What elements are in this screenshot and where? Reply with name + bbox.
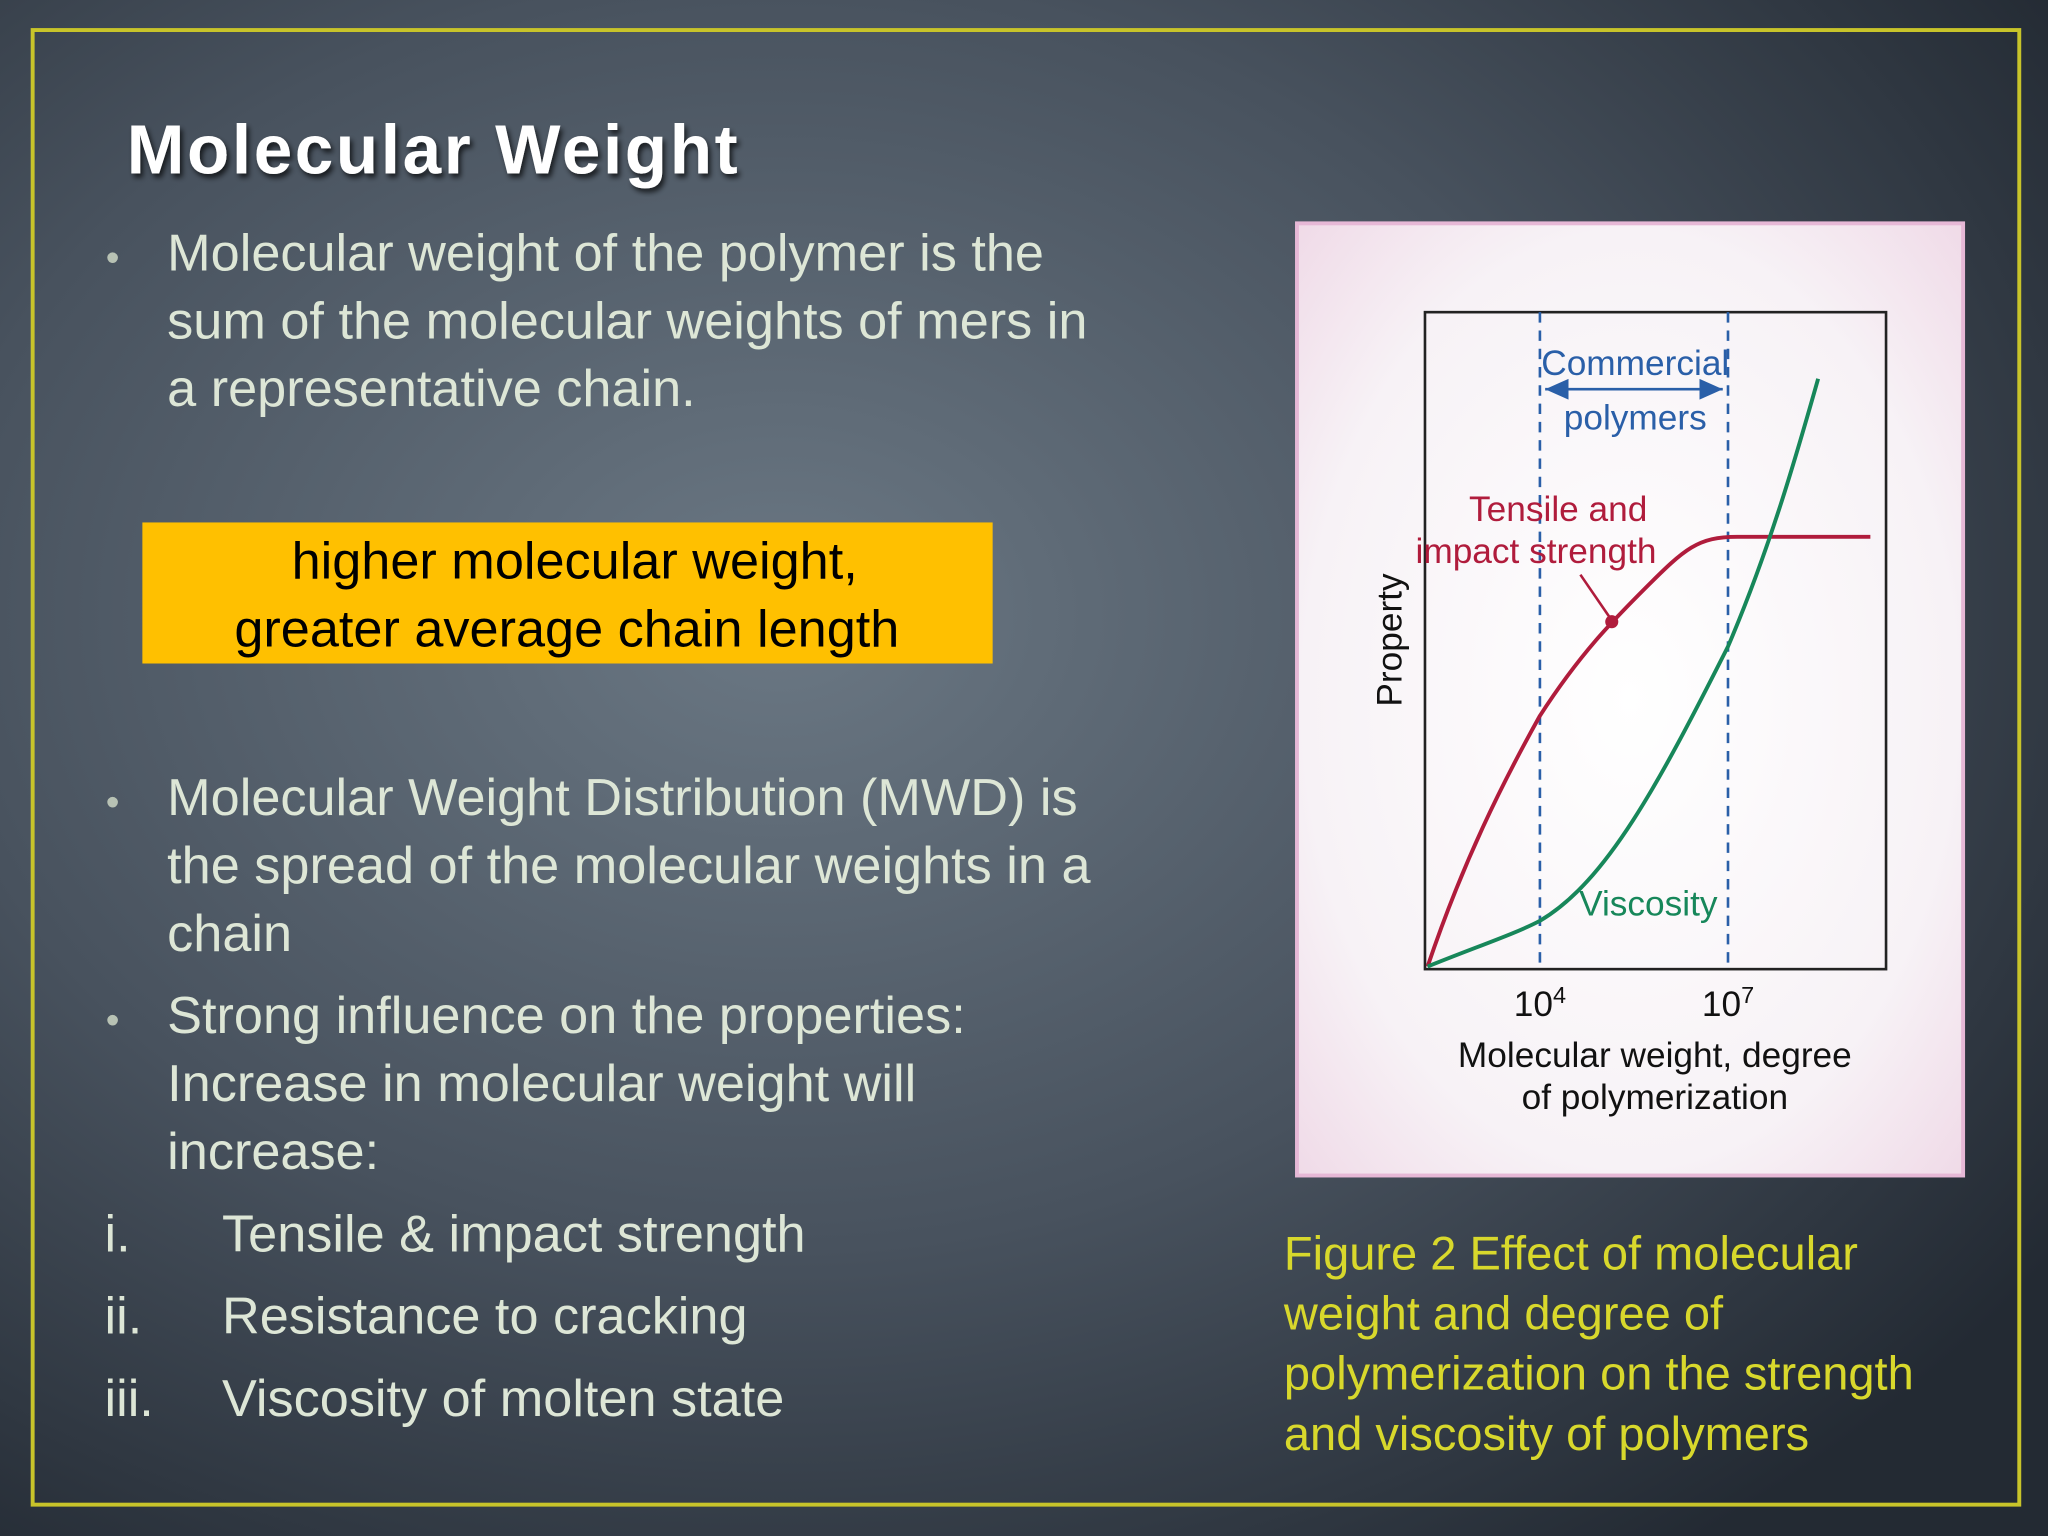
slide-title: Molecular Weight xyxy=(127,111,741,189)
curve-label: impact strength xyxy=(1416,532,1657,571)
tick-label: 107 xyxy=(1702,982,1754,1024)
x-axis-label: Molecular weight, degree xyxy=(1458,1036,1852,1075)
curve-label: Tensile and xyxy=(1469,490,1647,529)
caption: Figure 2 Effect of molecular weight and d… xyxy=(1283,1227,1914,1460)
highlight-box xyxy=(142,522,993,664)
plot-frame xyxy=(1423,310,1888,971)
region-label: polymers xyxy=(1564,399,1707,438)
pointer-dot xyxy=(1605,615,1619,629)
bullet-line: chain xyxy=(167,905,292,963)
curve-label: Viscosity xyxy=(1579,885,1718,924)
bullet-line: Molecular Weight Distribution (MWD) is xyxy=(167,769,1077,827)
highlight-line: greater average chain length xyxy=(234,601,899,659)
bullets: • Molecular weight of the polymer is the s… xyxy=(106,224,1092,1181)
region-label: Commercial xyxy=(1541,344,1729,383)
list-item: Resistance to cracking xyxy=(222,1288,747,1346)
strength-curve xyxy=(1425,534,1871,968)
tick-exp: 4 xyxy=(1553,982,1566,1008)
bullet-line: Molecular weight of the polymer is the xyxy=(167,224,1044,282)
list-marker: iii. xyxy=(104,1370,153,1428)
bullet-line: the spread of the molecular weights in a xyxy=(167,837,1091,895)
tick-base: 10 xyxy=(1702,985,1741,1024)
pointer xyxy=(1579,573,1613,622)
caption-line: polymerization on the strength xyxy=(1284,1347,1914,1400)
caption-line: Figure 2 Effect of molecular xyxy=(1284,1227,1858,1280)
numbered-list: i. Tensile & impact strength ii. Resistance… xyxy=(104,1205,805,1428)
tick-base: 10 xyxy=(1514,985,1553,1024)
bullet-marker: • xyxy=(106,999,120,1042)
bullet-line: a representative chain. xyxy=(167,360,695,418)
x-axis-label: of polymerization xyxy=(1522,1078,1788,1117)
caption-line: weight and degree of xyxy=(1283,1287,1724,1340)
highlight-line: higher molecular weight, xyxy=(292,533,858,591)
tick-label: 104 xyxy=(1514,982,1566,1024)
figure: Commercial polymers Tensile and impact s… xyxy=(1295,221,1966,1178)
list-item: Viscosity of molten state xyxy=(222,1370,784,1428)
viscosity-curve xyxy=(1426,378,1821,969)
bullet-line: increase: xyxy=(167,1123,379,1181)
list-marker: i. xyxy=(104,1205,130,1263)
list-item: Tensile & impact strength xyxy=(222,1205,806,1263)
bullet-line: Increase in molecular weight will xyxy=(167,1055,916,1113)
list-marker: ii. xyxy=(104,1288,142,1346)
frame xyxy=(30,28,2022,1507)
tick-exp: 7 xyxy=(1741,982,1754,1008)
y-axis-label: Property xyxy=(1370,573,1409,707)
caption-line: and viscosity of polymers xyxy=(1284,1407,1809,1460)
bullet-marker: • xyxy=(106,781,120,824)
bullet-line: Strong influence on the properties: xyxy=(167,987,966,1045)
bullet-marker: • xyxy=(106,236,120,279)
bullet-line: sum of the molecular weights of mers in xyxy=(167,292,1087,350)
